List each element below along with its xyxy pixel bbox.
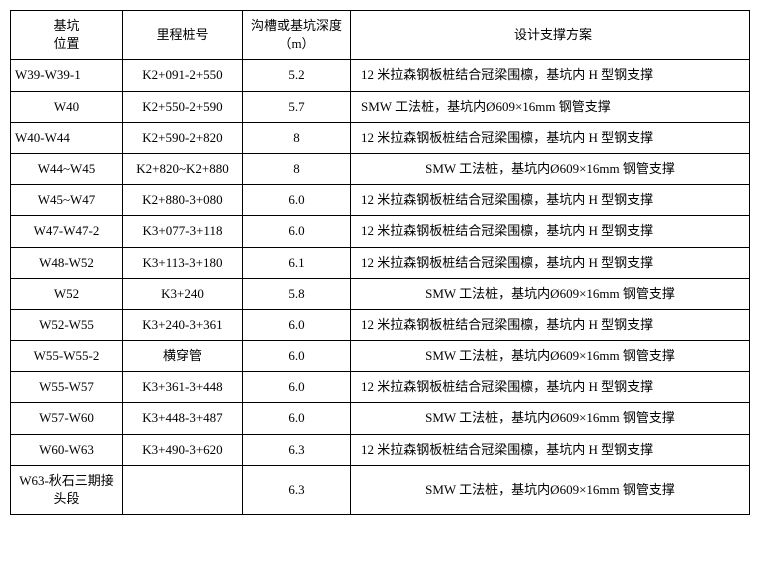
cell-plan: SMW 工法桩，基坑内Ø609×16mm 钢管支撑 (351, 91, 750, 122)
cell-plan: 12 米拉森钢板桩结合冠梁围檩，基坑内 H 型钢支撑 (351, 434, 750, 465)
table-header-row: 基坑位置 里程桩号 沟槽或基坑深度（m） 设计支撑方案 (11, 11, 750, 60)
table-row: W52-W55K3+240-3+3616.012 米拉森钢板桩结合冠梁围檩，基坑… (11, 309, 750, 340)
cell-location: W48-W52 (11, 247, 123, 278)
cell-plan: 12 米拉森钢板桩结合冠梁围檩，基坑内 H 型钢支撑 (351, 372, 750, 403)
cell-mileage: K2+820~K2+880 (123, 153, 243, 184)
cell-mileage: K3+077-3+118 (123, 216, 243, 247)
foundation-pit-table: 基坑位置 里程桩号 沟槽或基坑深度（m） 设计支撑方案 W39-W39-1K2+… (10, 10, 750, 515)
cell-location: W39-W39-1 (11, 60, 123, 91)
table-row: W39-W39-1K2+091-2+5505.212 米拉森钢板桩结合冠梁围檩，… (11, 60, 750, 91)
cell-location: W40 (11, 91, 123, 122)
table-row: W45~W47K2+880-3+0806.012 米拉森钢板桩结合冠梁围檩，基坑… (11, 185, 750, 216)
cell-location: W45~W47 (11, 185, 123, 216)
cell-location: W55-W55-2 (11, 341, 123, 372)
table-row: W47-W47-2K3+077-3+1186.012 米拉森钢板桩结合冠梁围檩，… (11, 216, 750, 247)
cell-depth: 5.2 (243, 60, 351, 91)
header-plan: 设计支撑方案 (351, 11, 750, 60)
cell-depth: 6.0 (243, 216, 351, 247)
table-row: W60-W63K3+490-3+6206.312 米拉森钢板桩结合冠梁围檩，基坑… (11, 434, 750, 465)
cell-depth: 6.0 (243, 309, 351, 340)
cell-plan: SMW 工法桩，基坑内Ø609×16mm 钢管支撑 (351, 278, 750, 309)
cell-mileage: K2+880-3+080 (123, 185, 243, 216)
cell-mileage: K2+590-2+820 (123, 122, 243, 153)
header-location: 基坑位置 (11, 11, 123, 60)
cell-mileage: K3+490-3+620 (123, 434, 243, 465)
cell-depth: 8 (243, 153, 351, 184)
table-row: W57-W60K3+448-3+4876.0SMW 工法桩，基坑内Ø609×16… (11, 403, 750, 434)
cell-depth: 6.0 (243, 341, 351, 372)
table-row: W40K2+550-2+5905.7SMW 工法桩，基坑内Ø609×16mm 钢… (11, 91, 750, 122)
cell-depth: 6.1 (243, 247, 351, 278)
cell-location: W63-秋石三期接头段 (11, 465, 123, 514)
cell-depth: 6.3 (243, 465, 351, 514)
table-row: W44~W45K2+820~K2+8808SMW 工法桩，基坑内Ø609×16m… (11, 153, 750, 184)
cell-plan: SMW 工法桩，基坑内Ø609×16mm 钢管支撑 (351, 403, 750, 434)
cell-depth: 6.0 (243, 372, 351, 403)
cell-location: W55-W57 (11, 372, 123, 403)
table-row: W55-W57K3+361-3+4486.012 米拉森钢板桩结合冠梁围檩，基坑… (11, 372, 750, 403)
cell-mileage: K3+240 (123, 278, 243, 309)
cell-location: W47-W47-2 (11, 216, 123, 247)
cell-location: W60-W63 (11, 434, 123, 465)
cell-depth: 5.8 (243, 278, 351, 309)
cell-location: W52 (11, 278, 123, 309)
cell-plan: 12 米拉森钢板桩结合冠梁围檩，基坑内 H 型钢支撑 (351, 122, 750, 153)
cell-mileage (123, 465, 243, 514)
cell-plan: 12 米拉森钢板桩结合冠梁围檩，基坑内 H 型钢支撑 (351, 60, 750, 91)
cell-location: W52-W55 (11, 309, 123, 340)
cell-plan: 12 米拉森钢板桩结合冠梁围檩，基坑内 H 型钢支撑 (351, 185, 750, 216)
cell-mileage: K2+550-2+590 (123, 91, 243, 122)
header-mileage: 里程桩号 (123, 11, 243, 60)
cell-mileage: K2+091-2+550 (123, 60, 243, 91)
cell-plan: 12 米拉森钢板桩结合冠梁围檩，基坑内 H 型钢支撑 (351, 309, 750, 340)
cell-mileage: K3+448-3+487 (123, 403, 243, 434)
cell-plan: 12 米拉森钢板桩结合冠梁围檩，基坑内 H 型钢支撑 (351, 247, 750, 278)
table-row: W55-W55-2横穿管6.0SMW 工法桩，基坑内Ø609×16mm 钢管支撑 (11, 341, 750, 372)
cell-location: W44~W45 (11, 153, 123, 184)
cell-plan: SMW 工法桩，基坑内Ø609×16mm 钢管支撑 (351, 465, 750, 514)
table-body: W39-W39-1K2+091-2+5505.212 米拉森钢板桩结合冠梁围檩，… (11, 60, 750, 515)
cell-depth: 5.7 (243, 91, 351, 122)
cell-mileage: K3+240-3+361 (123, 309, 243, 340)
table-row: W63-秋石三期接头段 6.3SMW 工法桩，基坑内Ø609×16mm 钢管支撑 (11, 465, 750, 514)
header-depth: 沟槽或基坑深度（m） (243, 11, 351, 60)
cell-depth: 6.0 (243, 403, 351, 434)
cell-mileage: K3+113-3+180 (123, 247, 243, 278)
cell-plan: SMW 工法桩，基坑内Ø609×16mm 钢管支撑 (351, 153, 750, 184)
table-row: W48-W52K3+113-3+1806.112 米拉森钢板桩结合冠梁围檩，基坑… (11, 247, 750, 278)
table-row: W52K3+2405.8SMW 工法桩，基坑内Ø609×16mm 钢管支撑 (11, 278, 750, 309)
cell-location: W40-W44 (11, 122, 123, 153)
cell-mileage: 横穿管 (123, 341, 243, 372)
cell-depth: 6.0 (243, 185, 351, 216)
cell-mileage: K3+361-3+448 (123, 372, 243, 403)
cell-plan: 12 米拉森钢板桩结合冠梁围檩，基坑内 H 型钢支撑 (351, 216, 750, 247)
cell-plan: SMW 工法桩，基坑内Ø609×16mm 钢管支撑 (351, 341, 750, 372)
cell-depth: 8 (243, 122, 351, 153)
table-row: W40-W44K2+590-2+820812 米拉森钢板桩结合冠梁围檩，基坑内 … (11, 122, 750, 153)
cell-location: W57-W60 (11, 403, 123, 434)
cell-depth: 6.3 (243, 434, 351, 465)
